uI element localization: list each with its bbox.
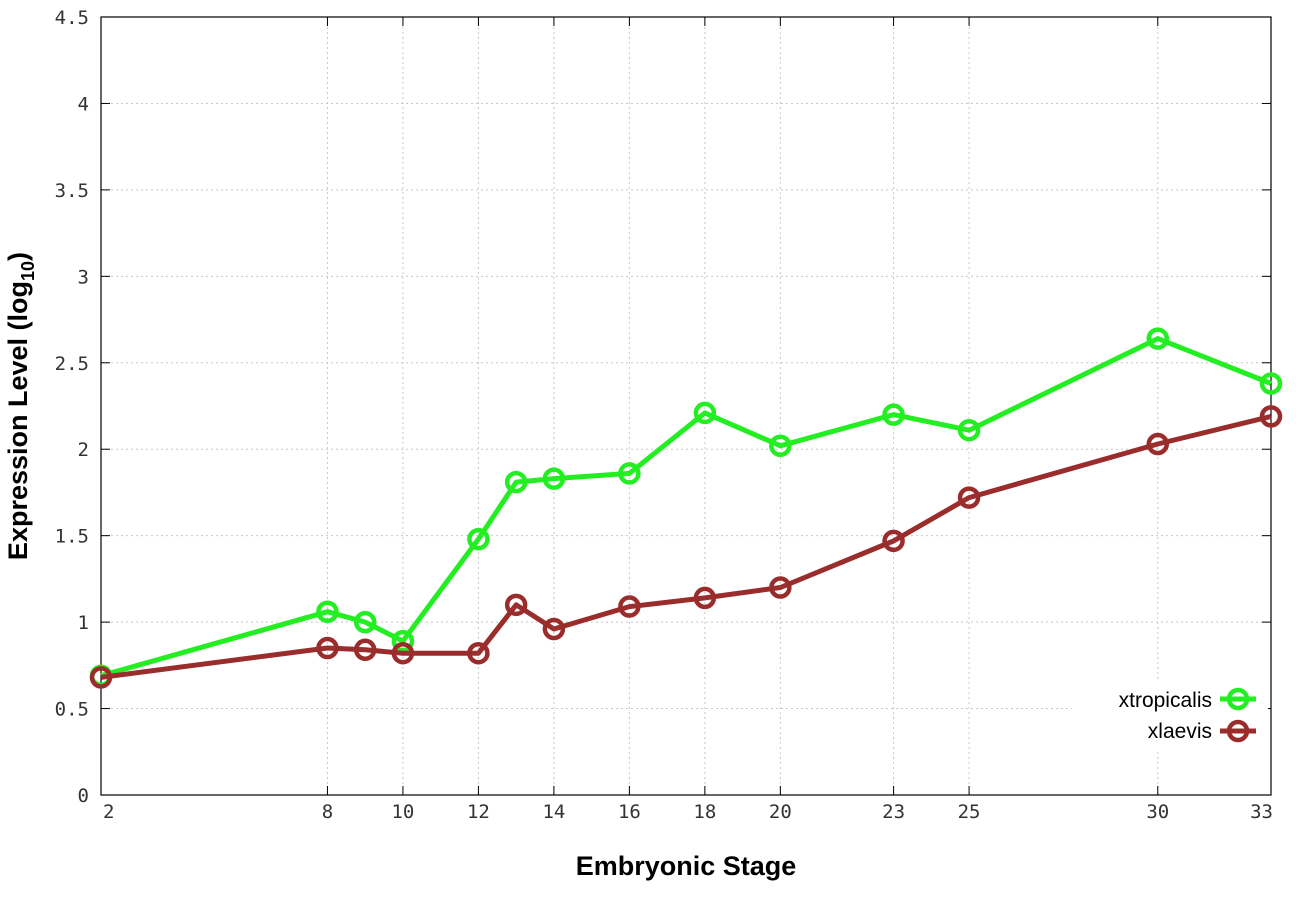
data-point-xlaevis [1146,432,1170,456]
data-point-xtropicalis [882,403,905,426]
plot-frame [100,16,1272,796]
data-point-xlaevis [618,595,641,618]
x-axis-title: Embryonic Stage [576,851,797,881]
x-tick-label: 25 [958,801,981,823]
data-point-xtropicalis [1259,372,1283,395]
y-tick-label: 1 [78,612,89,634]
data-point-xtropicalis [542,467,566,490]
legend-label-xtropicalis: xtropicalis [1119,689,1212,712]
x-tick-label: 30 [1146,801,1169,823]
x-tick-label: 18 [693,801,716,823]
series-line-xlaevis [100,413,1272,680]
grid [101,17,1271,795]
legend-item-xtropicalis: xtropicalis [1119,687,1256,712]
data-point-xlaevis [693,586,717,610]
data-point-xlaevis [316,636,339,660]
data-point-xlaevis [769,576,792,599]
y-axis-title: Expression Level (log10) [3,252,38,560]
y-axis-title-suffix: ) [3,252,33,261]
data-point-xtropicalis [769,434,792,458]
legend: xtropicalis xlaevis [1072,680,1268,750]
y-axis-title-subscript: 10 [18,261,38,281]
data-point-xtropicalis [316,600,339,623]
y-axis-title-main: Expression Level (log [3,281,33,560]
data-point-xtropicalis [353,610,377,634]
data-point-xtropicalis [1146,327,1170,350]
legend-label-xlaevis: xlaevis [1148,720,1212,743]
legend-item-xlaevis: xlaevis [1148,719,1256,743]
y-tick-label: 2 [78,439,89,461]
data-point-xtropicalis [957,418,981,442]
legend-swatch-marker-xlaevis [1226,719,1250,743]
data-point-xlaevis [957,486,981,509]
data-point-xlaevis [1259,405,1283,428]
x-tick-label: 12 [467,801,490,823]
y-tick-label: 1.5 [55,526,89,548]
data-point-xlaevis [542,617,566,641]
series-xtropicalis [89,327,1283,687]
x-tick-label: 14 [542,801,565,823]
y-tick-label: 3.5 [55,180,89,202]
data-point-xlaevis [89,666,113,689]
axis-ticks: 0 0.5 1 1.5 2 2.5 3 3.5 4 4.5 2 8 10 12 14 16 18 20 23 25 30… [55,7,1273,823]
data-point-xlaevis [467,641,490,665]
data-point-xtropicalis [391,629,415,653]
x-tick-label: 10 [391,801,414,823]
y-tick-label: 4.5 [55,7,89,29]
data-point-xlaevis [353,638,377,662]
series-xlaevis [89,405,1283,689]
data-point-xlaevis [504,593,528,617]
x-tick-label: 16 [618,801,641,823]
y-tick-label: 0 [78,785,89,807]
data-point-xlaevis [882,529,905,553]
y-tick-label: 4 [78,93,89,115]
x-tick-label: 23 [882,801,905,823]
x-tick-label: 20 [769,801,792,823]
legend-swatch-marker-xtropicalis [1226,687,1250,711]
data-point-xtropicalis [467,527,490,551]
x-tick-label: 8 [322,801,333,823]
series-lines [89,327,1283,689]
data-point-xtropicalis [504,470,528,494]
x-tick-label: 33 [1250,801,1273,823]
data-point-xlaevis [391,641,415,665]
y-tick-label: 2.5 [55,353,89,375]
data-point-xtropicalis [618,462,641,485]
data-point-xtropicalis [693,401,717,425]
x-tick-label: 2 [103,801,114,823]
series-line-xtropicalis [100,336,1272,679]
y-tick-label: 3 [78,266,89,288]
y-tick-label: 0.5 [55,699,89,721]
